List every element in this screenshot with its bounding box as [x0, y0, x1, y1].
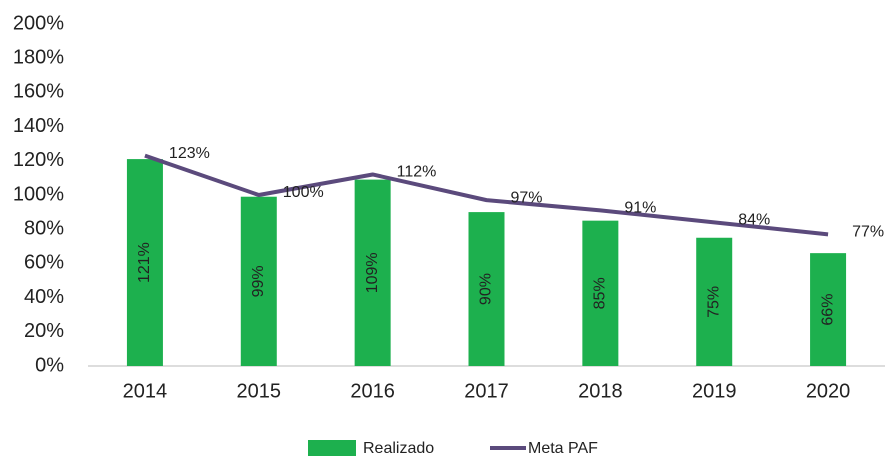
- legend-swatch: [308, 440, 356, 456]
- line-label: 123%: [169, 145, 210, 162]
- bar-label: 85%: [592, 277, 609, 309]
- y-tick-label: 120%: [13, 149, 64, 171]
- bar-label: 66%: [819, 294, 836, 326]
- legend-label: Realizado: [363, 440, 434, 457]
- line-label: 84%: [738, 212, 770, 229]
- line-label: 77%: [852, 224, 884, 241]
- bar-label: 109%: [364, 252, 381, 293]
- y-tick-label: 40%: [24, 286, 64, 308]
- bar: [126, 159, 163, 366]
- y-tick-label: 200%: [13, 12, 64, 34]
- y-tick-label: 0%: [35, 354, 64, 376]
- y-tick-label: 20%: [24, 320, 64, 342]
- y-tick-label: 100%: [13, 183, 64, 205]
- line-label: 97%: [511, 189, 543, 206]
- bar: [468, 212, 505, 366]
- line-label: 100%: [283, 184, 324, 201]
- y-tick-label: 60%: [24, 252, 64, 274]
- bar: [240, 196, 277, 366]
- bar-label: 99%: [250, 265, 267, 297]
- x-tick-label: 2018: [578, 380, 623, 402]
- y-tick-label: 160%: [13, 81, 64, 103]
- bar: [354, 179, 391, 366]
- x-tick-label: 2016: [350, 380, 395, 402]
- y-tick-label: 140%: [13, 115, 64, 137]
- line-label: 91%: [624, 200, 656, 217]
- line-label: 112%: [397, 164, 437, 181]
- x-tick-label: 2020: [806, 380, 851, 402]
- bar-label: 121%: [136, 242, 153, 283]
- bar: [582, 220, 619, 366]
- bar: [696, 237, 733, 366]
- bar: [810, 253, 847, 366]
- x-tick-label: 2019: [692, 380, 737, 402]
- y-tick-label: 80%: [24, 217, 64, 239]
- x-tick-label: 2015: [237, 380, 282, 402]
- bar-label: 90%: [478, 273, 495, 305]
- x-tick-label: 2014: [123, 380, 168, 402]
- bar-label: 75%: [705, 286, 722, 318]
- legend-label: Meta PAF: [528, 440, 598, 457]
- y-tick-label: 180%: [13, 46, 64, 68]
- x-tick-label: 2017: [464, 380, 509, 402]
- line: [144, 153, 829, 237]
